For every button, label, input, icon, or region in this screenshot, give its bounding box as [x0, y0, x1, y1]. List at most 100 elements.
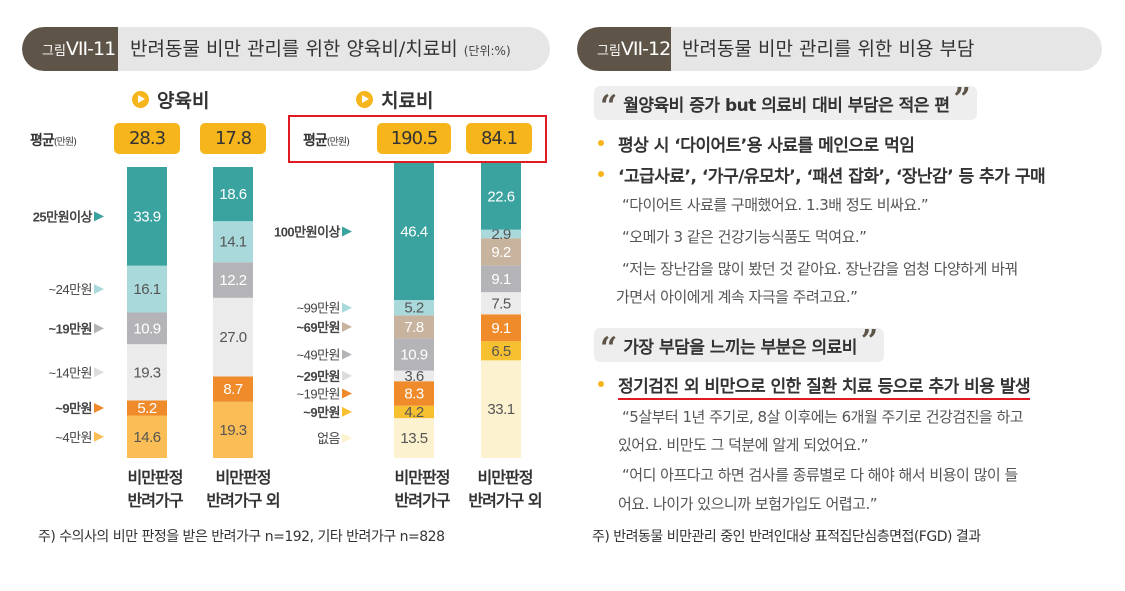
- category-label: 비만판정 반려가구: [127, 468, 184, 510]
- play-circle-icon: [132, 91, 149, 108]
- value-label: 9.1: [491, 320, 511, 337]
- legend-marker-icon: [94, 284, 104, 295]
- value-label: 4.2: [404, 404, 424, 421]
- value-label: 33.1: [487, 401, 514, 418]
- legend-label: ~19만원: [297, 386, 340, 401]
- legend-label: ~4만원: [55, 430, 92, 445]
- figure-title-left: 반려동물 비만 관리를 위한 양육비/치료비 (단위:%): [130, 38, 511, 60]
- bar-segment: [127, 344, 167, 401]
- bullet-item: ‘고급사료’, ‘가구/유모차’, ‘패션 잡화’, ‘장난감’ 등 추가 구매: [598, 162, 1046, 187]
- note-right: 주) 반려동물 비만관리 중인 반려인대상 표적집단심층면접(FGD) 결과: [592, 529, 981, 545]
- figure-number-right: 그림VII-12: [577, 27, 671, 71]
- unit-label: (단위:%): [463, 44, 511, 58]
- category-label: 비만판정 반려가구: [394, 468, 451, 510]
- legend-label: ~69만원: [297, 320, 340, 335]
- legend-label: ~9만원: [303, 405, 340, 420]
- value-label: 27.0: [219, 329, 246, 346]
- bar-segment: [127, 167, 167, 266]
- legend-marker-icon: [94, 211, 104, 222]
- bar-segment: [213, 376, 253, 402]
- average-value-box: 84.1: [466, 123, 532, 154]
- bar-segment: [481, 292, 521, 315]
- average-value-box: 28.3: [114, 123, 180, 154]
- bar-segment: [481, 265, 521, 293]
- bar-segment: [481, 341, 521, 361]
- legend-label: ~99만원: [297, 301, 340, 316]
- bar-segment: [394, 163, 434, 301]
- bullet-item: 평상 시 ‘다이어트’용 사료를 메인으로 먹임: [598, 131, 915, 156]
- average-label-right: 평균(만원): [303, 133, 350, 149]
- value-label: 8.3: [404, 385, 424, 402]
- value-label: 7.8: [404, 319, 424, 336]
- bar-segment: [394, 418, 434, 458]
- value-label: 6.5: [491, 343, 511, 360]
- legend-marker-icon: [342, 226, 352, 237]
- value-label: 10.9: [133, 320, 160, 337]
- legend-marker-icon: [94, 431, 104, 442]
- bullet-dot-icon: [598, 171, 604, 177]
- bar-segment: [127, 265, 167, 313]
- bar-segment: [394, 315, 434, 339]
- bar-segment: [213, 262, 253, 298]
- bar-segment: [481, 163, 521, 230]
- highlight-box: [288, 115, 547, 163]
- bar-segment: [481, 229, 521, 239]
- legend-marker-icon: [342, 349, 352, 360]
- value-label: 33.9: [133, 208, 160, 225]
- bar-segment: [127, 312, 167, 345]
- bullet-item-highlighted: 정기검진 외 비만으로 인한 질환 치료 등으로 추가 비용 발생: [598, 372, 1031, 400]
- quote-line: “저는 장난감을 많이 봤던 것 같아요. 장난감을 엄청 다양하게 바꿔: [622, 260, 1018, 278]
- legend-marker-icon: [342, 321, 352, 332]
- quote-line: “오메가 3 같은 건강기능식품도 먹여요.”: [622, 228, 867, 246]
- value-label: 2.9: [491, 226, 511, 243]
- average-value-box: 190.5: [377, 123, 451, 154]
- legend-marker-icon: [94, 367, 104, 378]
- value-label: 7.5: [491, 295, 511, 312]
- bar-segment: [394, 370, 434, 382]
- category-label: 비만판정 반려가구 외: [468, 468, 542, 510]
- open-quote-icon: “: [600, 331, 618, 366]
- value-label: 5.2: [404, 300, 424, 317]
- legend-label: ~14만원: [49, 365, 92, 380]
- legend-marker-icon: [94, 402, 104, 413]
- bar-segment: [394, 300, 434, 316]
- bullet-dot-icon: [598, 140, 604, 146]
- value-label: 13.5: [400, 430, 427, 447]
- value-label: 5.2: [137, 400, 157, 417]
- legend-marker-icon: [342, 302, 352, 313]
- legend-label: 100만원이상: [274, 225, 341, 240]
- value-label: 10.9: [400, 346, 427, 363]
- value-label: 3.6: [404, 368, 424, 385]
- quote-line: 어요. 나이가 있으니까 보험가입도 어렵고.”: [618, 495, 877, 513]
- value-label: 12.2: [219, 272, 246, 289]
- value-label: 9.2: [491, 244, 511, 261]
- value-label: 8.7: [223, 381, 243, 398]
- quote-line: “다이어트 사료를 구매했어요. 1.3배 정도 비싸요.”: [622, 196, 929, 214]
- open-quote-icon: “: [600, 89, 618, 124]
- bar-segment: [481, 360, 521, 458]
- quote-line: “5살부터 1년 주기로, 8살 이후에는 6개월 주기로 건강검진을 하고: [622, 408, 1024, 426]
- panel-title-yangyuk: 양육비: [132, 86, 209, 113]
- bar-segment: [394, 338, 434, 371]
- quote-line: 있어요. 비만도 그 덕분에 알게 되었어요.”: [618, 436, 868, 454]
- note-left: 주) 수의사의 비만 판정을 받은 반려가구 n=192, 기타 반려가구 n=…: [38, 529, 445, 545]
- figure-header-right: 그림VII-12 반려동물 비만 관리를 위한 비용 부담: [577, 27, 1102, 71]
- value-label: 18.6: [219, 186, 246, 203]
- figure-header-left: 그림VII-11 반려동물 비만 관리를 위한 양육비/치료비 (단위:%): [22, 27, 550, 71]
- value-label: 16.1: [133, 281, 160, 298]
- legend-label: ~9만원: [55, 401, 92, 416]
- quote-line: “어디 아프다고 하면 검사를 종류별로 다 해야 해서 비용이 많이 들: [622, 466, 1018, 484]
- value-label: 46.4: [400, 224, 427, 241]
- panel-title-chiryo: 치료비: [356, 86, 433, 113]
- legend-label: ~49만원: [297, 347, 340, 362]
- legend-label: 없음: [317, 431, 340, 446]
- value-label: 14.6: [133, 429, 160, 446]
- value-label: 19.3: [133, 364, 160, 381]
- quote-line: 가면서 아이에게 계속 자극을 주려고요.”: [616, 288, 858, 306]
- category-label: 비만판정 반려가구 외: [206, 468, 280, 510]
- value-label: 14.1: [219, 234, 246, 251]
- close-quote-icon: ”: [860, 324, 879, 359]
- figure-number-left: 그림VII-11: [22, 27, 118, 71]
- bar-segment: [481, 238, 521, 266]
- close-quote-icon: ”: [953, 82, 971, 117]
